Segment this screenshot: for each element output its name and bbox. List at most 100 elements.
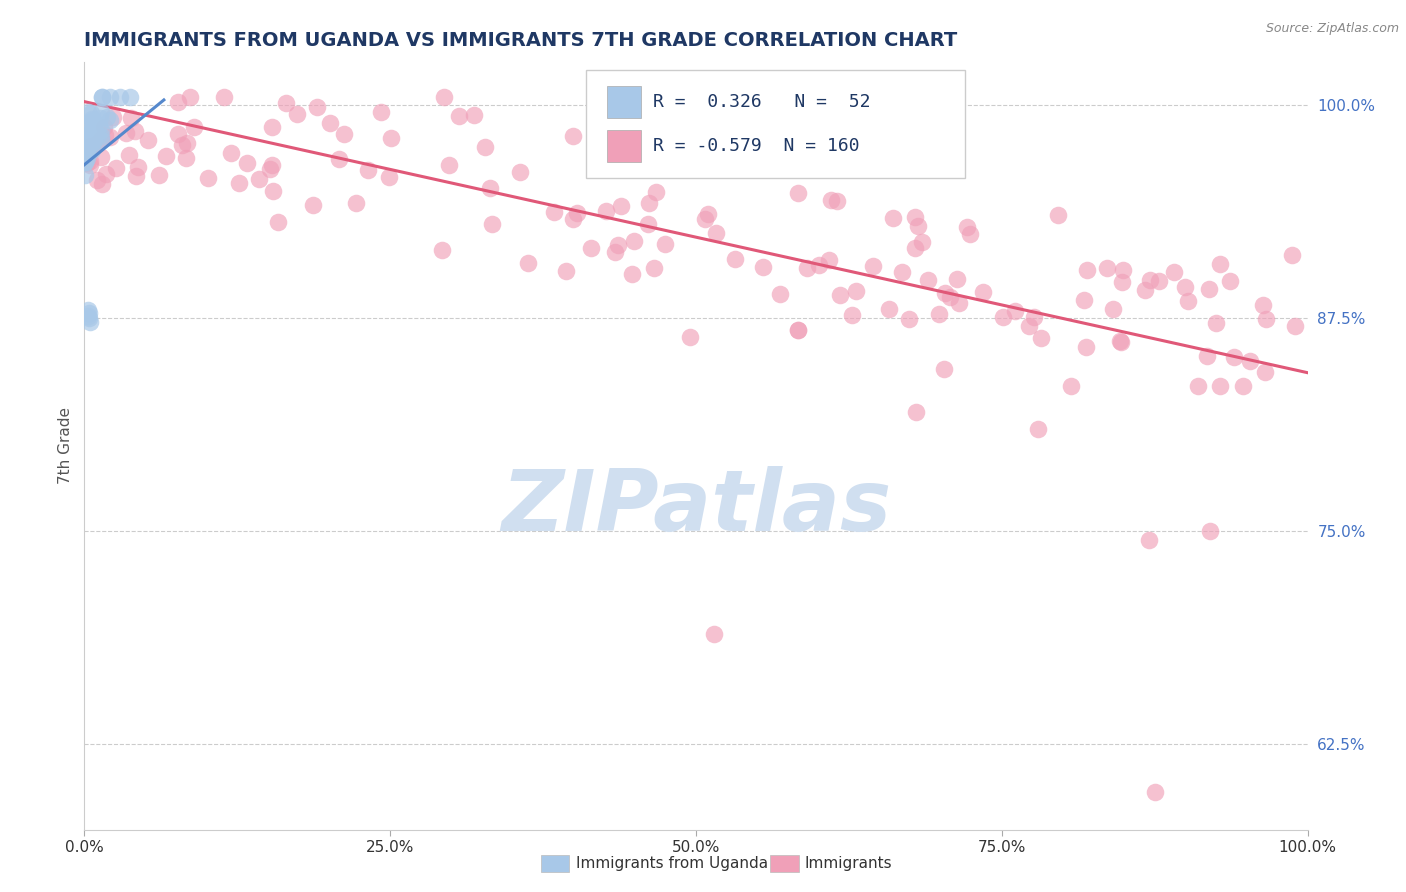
Point	[82, 122, 104, 136]
Point	[79, 116, 101, 130]
Point	[562, 211, 585, 226]
Point	[79, 131, 101, 145]
Point	[89, 128, 111, 143]
Point	[76, 143, 98, 157]
Point	[479, 180, 502, 194]
Point	[1060, 379, 1083, 393]
Point	[236, 155, 259, 169]
Point	[562, 129, 585, 144]
Point	[79, 158, 101, 172]
Point	[579, 241, 602, 255]
Point	[1076, 340, 1098, 354]
Point	[693, 211, 716, 226]
Point	[172, 138, 194, 153]
Point	[1102, 302, 1125, 317]
Point	[1147, 274, 1170, 288]
Point	[882, 211, 904, 225]
Point	[176, 136, 198, 151]
Point	[1073, 293, 1095, 308]
Point	[1163, 265, 1185, 279]
Point	[638, 195, 661, 210]
Point	[247, 172, 270, 186]
Point	[1232, 379, 1254, 393]
Point	[77, 311, 100, 326]
Point	[91, 89, 114, 103]
Point	[595, 204, 617, 219]
Point	[911, 235, 934, 250]
Point	[972, 285, 994, 299]
Point	[679, 329, 702, 343]
Point	[73, 149, 96, 163]
Point	[934, 362, 956, 376]
Point	[125, 169, 148, 183]
Point	[959, 227, 981, 242]
Point	[285, 107, 308, 121]
Point	[928, 307, 950, 321]
Point	[380, 130, 402, 145]
Point	[845, 284, 868, 298]
Point	[1029, 331, 1052, 345]
Point	[228, 176, 250, 190]
Point	[432, 89, 454, 103]
Point	[83, 116, 105, 130]
Point	[830, 287, 852, 301]
Point	[907, 219, 929, 233]
Point	[808, 258, 831, 272]
Point	[945, 272, 967, 286]
Point	[1174, 280, 1197, 294]
Point	[439, 158, 461, 172]
Point	[114, 127, 136, 141]
Point	[1281, 248, 1303, 262]
Point	[79, 154, 101, 169]
Point	[77, 310, 100, 324]
Point	[94, 167, 117, 181]
Point	[934, 285, 956, 300]
Point	[1143, 785, 1166, 799]
Point	[1177, 293, 1199, 308]
Point	[319, 116, 342, 130]
Point	[1205, 316, 1227, 330]
Point	[1195, 349, 1218, 363]
Point	[1076, 263, 1098, 277]
Point	[787, 323, 810, 337]
Point	[605, 244, 627, 259]
Point	[90, 105, 112, 120]
Point	[82, 136, 104, 151]
Point	[1219, 274, 1241, 288]
Point	[89, 149, 111, 163]
Point	[1254, 312, 1277, 326]
Point	[1253, 365, 1275, 379]
Point	[98, 89, 121, 103]
Bar	[606, 87, 641, 119]
Point	[98, 112, 121, 127]
Point	[148, 169, 170, 183]
Point	[357, 162, 380, 177]
Point	[938, 290, 960, 304]
Text: R =  0.326   N =  52: R = 0.326 N = 52	[654, 94, 870, 112]
Point	[174, 151, 197, 165]
Point	[637, 217, 659, 231]
Point	[75, 155, 97, 169]
Point	[1004, 303, 1026, 318]
Point	[76, 128, 98, 143]
Point	[586, 155, 609, 169]
Point	[179, 89, 201, 103]
Point	[786, 186, 808, 201]
Point	[1028, 422, 1050, 436]
Point	[79, 138, 101, 153]
Point	[818, 253, 841, 268]
Bar	[606, 130, 641, 162]
Point	[1209, 379, 1232, 393]
Point	[83, 132, 105, 146]
Point	[825, 194, 848, 208]
Point	[565, 205, 588, 219]
Point	[120, 89, 142, 103]
Point	[76, 104, 98, 119]
Point	[643, 260, 665, 275]
Point	[370, 105, 392, 120]
Point	[890, 265, 912, 279]
Point	[75, 138, 97, 153]
Point	[90, 133, 112, 147]
Point	[90, 123, 112, 137]
Point	[127, 160, 149, 174]
